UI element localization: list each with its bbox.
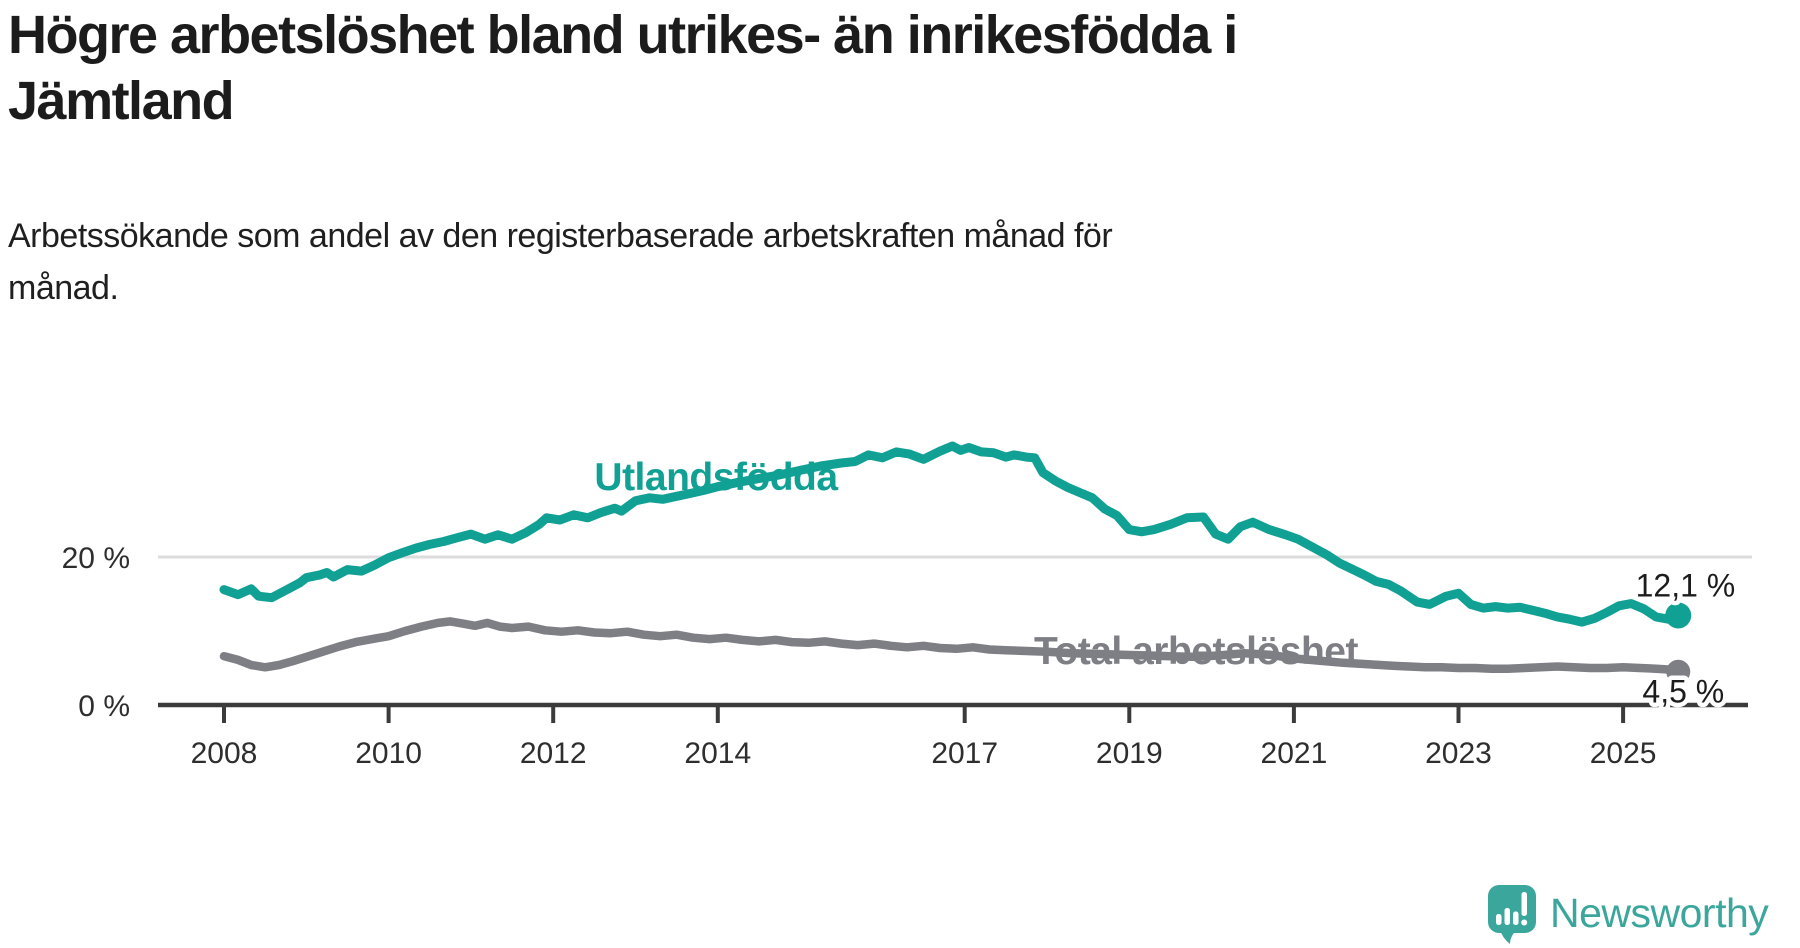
series-end-value-utlandsfodda: 12,1 %	[1636, 567, 1736, 603]
x-axis-tick-label-2021: 2021	[1261, 737, 1328, 770]
x-axis-tick-label-2010: 2010	[355, 737, 422, 770]
x-axis-tick-label-2008: 2008	[191, 737, 258, 770]
x-axis-tick-label-2012: 2012	[520, 737, 587, 770]
y-axis-tick-label-0: 0 %	[78, 690, 130, 723]
series-line-total	[219, 617, 1683, 676]
logo-bar-small	[1496, 914, 1502, 925]
x-axis-tick-label-2019: 2019	[1096, 737, 1163, 770]
series-end-value-total: 4,5 %	[1642, 674, 1724, 710]
y-axis-tick-label-20: 20 %	[62, 542, 130, 575]
x-axis-tick-label-2023: 2023	[1425, 737, 1492, 770]
title-line-2: Jämtland	[8, 71, 235, 131]
logo-exclamation-bar	[1521, 892, 1527, 916]
logo-bar-tall	[1504, 908, 1510, 925]
x-axis-tick-label-2014: 2014	[684, 737, 751, 770]
page-title: Högre arbetslöshet bland utrikes- än inr…	[8, 2, 1768, 134]
series-end-dot-total	[1666, 659, 1691, 684]
series-line-utlandsfodda	[219, 441, 1683, 627]
series-label-total: Total arbetslöshet	[1034, 630, 1359, 673]
chart-subtitle: Arbetssökande som andel av den registerb…	[8, 210, 1768, 314]
series-label-utlandsfodda: Utlandsfödda	[594, 456, 838, 499]
newsworthy-logo: Newsworthy	[1488, 885, 1770, 944]
series-end-dot-utlandsfodda	[1665, 602, 1692, 629]
newsworthy-logo-text: Newsworthy	[1550, 890, 1769, 936]
title-line-1: Högre arbetslöshet bland utrikes- än inr…	[8, 5, 1238, 65]
x-axis-tick-label-2025: 2025	[1590, 737, 1657, 770]
newsworthy-logo-bubble-icon	[1488, 885, 1536, 944]
x-axis-tick-label-2017: 2017	[931, 737, 998, 770]
subtitle-line-1: Arbetssökande som andel av den registerb…	[8, 217, 1113, 255]
subtitle-line-2: månad.	[8, 269, 119, 307]
logo-exclamation-dot	[1521, 919, 1528, 926]
logo-bar-mid	[1513, 911, 1519, 925]
